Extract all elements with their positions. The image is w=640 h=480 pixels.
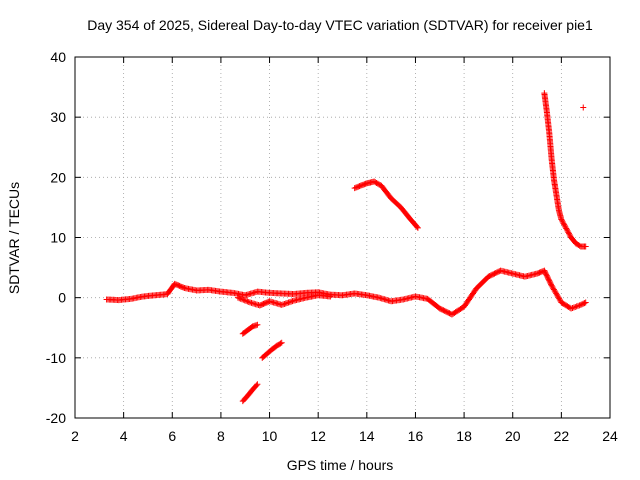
data-point (241, 297, 248, 304)
data-point (576, 302, 583, 309)
data-point (560, 220, 567, 227)
data-point (236, 295, 243, 302)
data-point (561, 221, 568, 228)
data-point (414, 224, 421, 231)
data-point (548, 281, 555, 288)
data-point (549, 283, 556, 290)
x-tick-label: 12 (310, 428, 326, 444)
data-point (245, 298, 252, 305)
data-point (582, 299, 589, 306)
x-tick-label: 14 (359, 428, 375, 444)
data-point (545, 276, 552, 283)
data-point (180, 284, 187, 291)
data-point (559, 219, 566, 226)
x-tick-label: 24 (602, 428, 618, 444)
data-point (580, 104, 587, 111)
data-point (553, 291, 560, 298)
data-point (546, 277, 553, 284)
data-point (555, 294, 562, 301)
chart-title: Day 354 of 2025, Sidereal Day-to-day VTE… (87, 17, 593, 33)
x-tick-label: 20 (505, 428, 521, 444)
data-point (244, 298, 251, 305)
x-tick-label: 4 (120, 428, 128, 444)
data-point (240, 296, 247, 303)
data-point (544, 273, 551, 280)
data-point (544, 275, 551, 282)
x-tick-label: 2 (71, 428, 79, 444)
data-point (253, 382, 260, 389)
y-tick-label: 40 (50, 49, 66, 65)
data-point (562, 224, 569, 231)
data-point (278, 339, 285, 346)
y-tick-label: 10 (50, 230, 66, 246)
data-point (566, 231, 573, 238)
data-point (561, 222, 568, 229)
data-point (581, 300, 588, 307)
data-point (551, 287, 558, 294)
data-point (413, 223, 420, 230)
data-point (548, 282, 555, 289)
y-tick-label: 30 (50, 109, 66, 125)
data-point (568, 305, 575, 312)
data-point (564, 228, 571, 235)
data-point (563, 226, 570, 233)
data-point (327, 293, 334, 300)
data-point (582, 243, 589, 250)
data-point (546, 278, 553, 285)
data-point (243, 297, 250, 304)
data-point (254, 321, 261, 328)
data-point (565, 229, 572, 236)
data-point (550, 285, 557, 292)
data-point (550, 286, 557, 293)
data-point (569, 304, 576, 311)
data-point (237, 295, 244, 302)
data-point (541, 268, 548, 275)
data-point (238, 296, 245, 303)
x-tick-label: 6 (168, 428, 176, 444)
y-tick-label: -20 (46, 410, 66, 426)
data-point (573, 303, 580, 310)
data-point (570, 304, 577, 311)
data-point (234, 294, 241, 301)
data-point (547, 280, 554, 287)
y-tick-label: -10 (46, 350, 66, 366)
data-point (553, 290, 560, 297)
data-point (277, 340, 284, 347)
data-point (552, 289, 559, 296)
data-point (572, 303, 579, 310)
x-tick-label: 22 (554, 428, 570, 444)
data-point (575, 302, 582, 309)
data-point (254, 381, 261, 388)
x-axis-label: GPS time / hours (287, 457, 394, 473)
data-point (541, 267, 548, 274)
y-axis-label: SDTVAR / TECUs (6, 182, 22, 294)
data-point (556, 296, 563, 303)
data-point (543, 272, 550, 279)
data-point (558, 216, 565, 223)
data-point (566, 230, 573, 237)
data-point (543, 271, 550, 278)
data-point (563, 225, 570, 232)
data-point (559, 217, 566, 224)
grid (75, 57, 610, 418)
x-tick-label: 16 (408, 428, 424, 444)
x-tick-label: 18 (456, 428, 472, 444)
y-tick-label: 0 (58, 290, 66, 306)
x-tick-label: 10 (262, 428, 278, 444)
y-tick-label: 20 (50, 169, 66, 185)
data-marks (103, 90, 589, 405)
data-point (556, 295, 563, 302)
data-point (554, 293, 561, 300)
plot-frame (74, 56, 611, 419)
x-tick-label: 8 (217, 428, 225, 444)
data-point (542, 270, 549, 277)
